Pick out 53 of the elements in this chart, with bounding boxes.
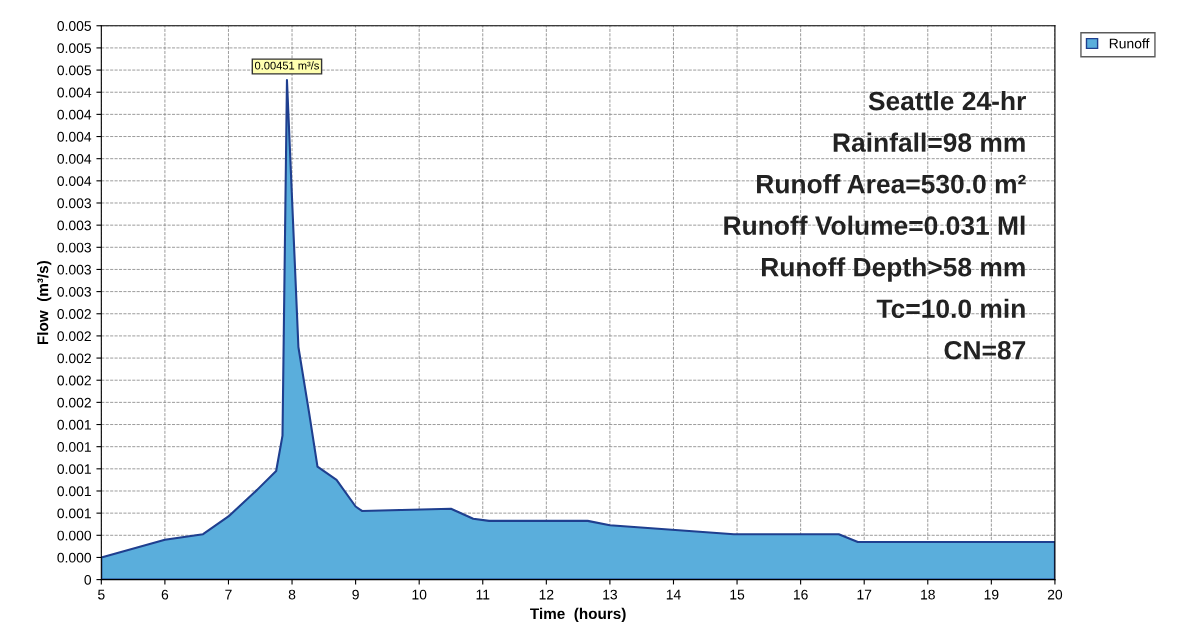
x-tick-label: 7 <box>225 589 232 600</box>
x-tick-label: 11 <box>476 589 490 600</box>
y-tick-label: 0.002 <box>57 375 91 386</box>
y-tick-label: 0.002 <box>57 353 91 364</box>
annotation: Runoff Area=530.0 m² <box>757 174 1026 194</box>
y-tick-label: 0.002 <box>57 331 91 342</box>
y-tick-label: 0.002 <box>57 309 91 319</box>
x-tick-label: 14 <box>666 589 681 600</box>
y-tick-label: 0.004 <box>57 109 92 120</box>
legend-label: Runoff <box>1109 38 1150 49</box>
y-tick-label: 0.000 <box>57 530 92 541</box>
y-tick-label: 0.004 <box>57 154 92 164</box>
y-tick-label: 0 <box>84 574 92 585</box>
x-tick-label: 8 <box>288 589 296 600</box>
y-tick-label: 0.003 <box>57 198 91 209</box>
x-tick-label: 16 <box>793 589 808 600</box>
y-tick-label: 0.004 <box>57 131 92 142</box>
annotation: CN=87 <box>944 340 1026 360</box>
annotation: 0.00451 m³/s <box>254 61 319 70</box>
y-tick-label: 0.003 <box>57 264 91 275</box>
y-tick-label: 0.003 <box>57 286 91 297</box>
x-tick-label: 20 <box>1047 589 1063 600</box>
y-tick-label: 0.001 <box>57 508 91 519</box>
y-axis-title: Flow (m³/s) <box>37 261 52 345</box>
y-tick-label: 0.000 <box>57 552 92 563</box>
x-tick-label: 19 <box>984 589 999 600</box>
y-tick-label: 0.005 <box>57 43 92 54</box>
y-tick-label: 0.004 <box>57 176 92 186</box>
y-tick-label: 0.002 <box>57 397 91 408</box>
x-tick-label: 15 <box>730 589 745 600</box>
y-tick-label: 0.001 <box>57 442 91 452</box>
x-tick-label: 5 <box>98 589 105 600</box>
y-tick-label: 0.003 <box>57 242 91 253</box>
annotation: Runoff Depth>58 mm <box>761 257 1025 282</box>
annotation: Runoff Volume=0.031 Ml <box>724 215 1025 236</box>
annotation: Tc=10.0 min <box>876 298 1025 319</box>
annotation: Rainfall=98 mm <box>833 132 1025 152</box>
x-tick-label: 12 <box>539 589 554 600</box>
y-tick-label: 0.005 <box>57 21 92 31</box>
x-tick-label: 9 <box>352 589 359 600</box>
y-tick-label: 0.003 <box>57 220 91 231</box>
x-axis-title: Time (hours) <box>530 607 626 623</box>
y-tick-label: 0.004 <box>57 87 92 98</box>
x-tick-label: 17 <box>857 589 872 600</box>
x-tick-label: 18 <box>921 589 935 600</box>
x-tick-label: 13 <box>603 589 618 600</box>
y-tick-label: 0.005 <box>57 65 92 76</box>
y-tick-label: 0.001 <box>57 464 91 474</box>
y-tick-label: 0.001 <box>57 419 91 430</box>
x-tick-label: 6 <box>161 589 169 600</box>
x-tick-label: 10 <box>412 589 427 600</box>
y-tick-label: 0.001 <box>57 486 91 497</box>
annotation: Seattle 24-hr <box>868 91 1026 111</box>
